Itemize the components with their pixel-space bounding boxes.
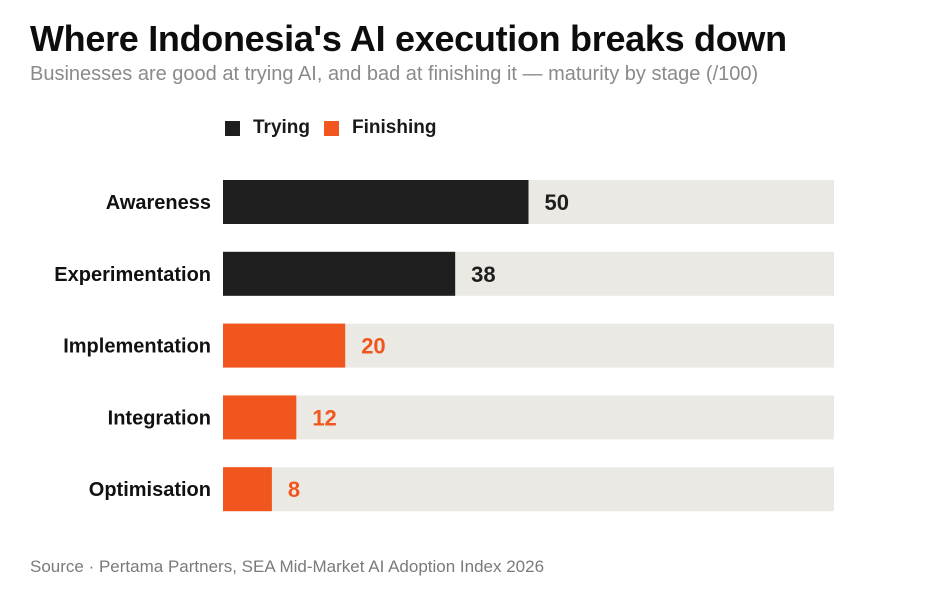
bar-track — [223, 467, 834, 512]
legend-item-trying: Trying — [225, 117, 310, 139]
legend-item-finishing: Finishing — [324, 117, 436, 139]
chart-legend: Trying Finishing — [225, 117, 450, 139]
value-label: 50 — [545, 190, 569, 215]
category-label: Awareness — [106, 192, 211, 214]
bar-optimisation — [223, 467, 272, 512]
bar-track — [223, 395, 834, 440]
legend-swatch-trying — [225, 120, 240, 136]
value-label: 20 — [361, 334, 385, 359]
chart-title: Where Indonesia's AI execution breaks do… — [30, 18, 787, 59]
source-note: Source · Pertama Partners, SEA Mid-Marke… — [30, 557, 545, 576]
value-label: 38 — [471, 262, 495, 287]
category-label: Integration — [108, 407, 211, 429]
category-label: Optimisation — [89, 479, 211, 501]
bar-implementation — [223, 323, 346, 368]
legend-label-trying: Trying — [253, 117, 311, 138]
category-label: Implementation — [63, 336, 211, 358]
category-label: Experimentation — [54, 264, 211, 286]
legend-swatch-finishing — [324, 120, 340, 136]
value-label: 12 — [312, 405, 336, 430]
chart-subtitle: Businesses are good at trying AI, and ba… — [30, 63, 759, 85]
bar-chart: Awareness 50 Experimentation 38 Implementati… — [54, 180, 834, 512]
bar-experimentation — [223, 251, 456, 296]
bar-integration — [223, 395, 297, 440]
legend-label-finishing: Finishing — [352, 117, 437, 138]
bar-awareness — [223, 180, 529, 224]
value-label: 8 — [288, 477, 300, 502]
